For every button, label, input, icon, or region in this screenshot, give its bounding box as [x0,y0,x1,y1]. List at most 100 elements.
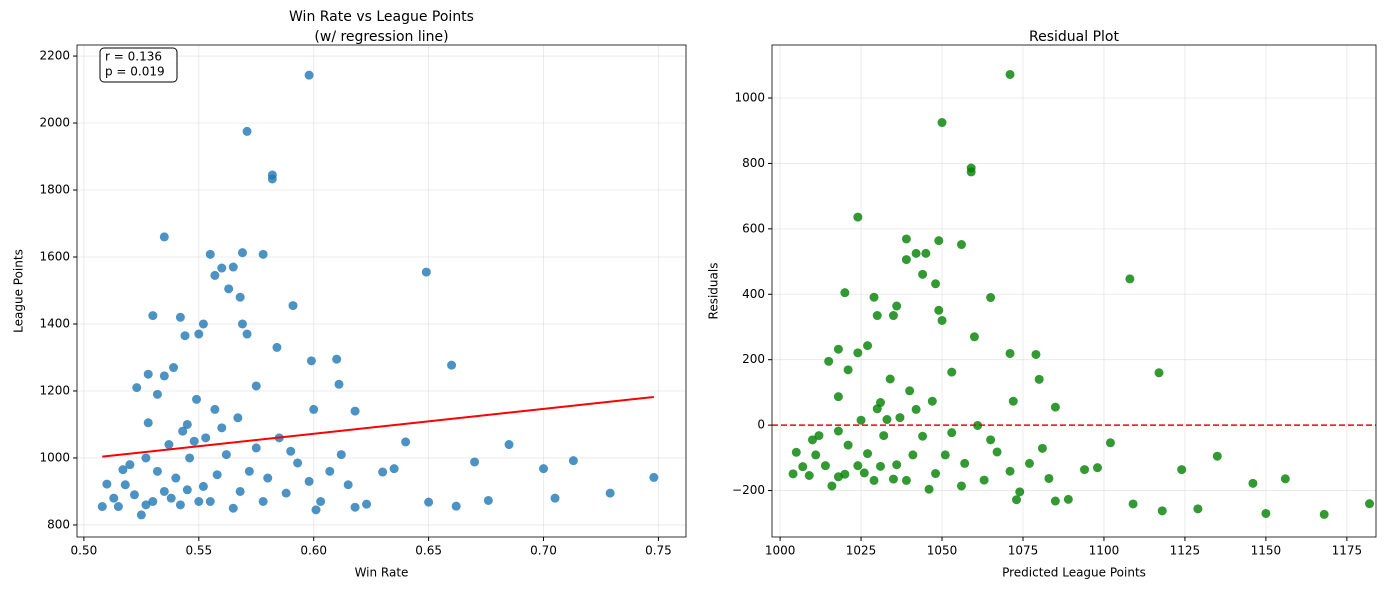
y-tick-label: 2200 [39,49,70,63]
point [132,383,142,393]
point [286,446,296,456]
axes-frame [771,44,1377,538]
point [1177,465,1187,475]
point [905,386,915,396]
point [217,423,227,433]
x-tick-label: 0.65 [415,544,442,558]
point [568,456,578,466]
x-tick-label: 0.75 [645,544,672,558]
annotation-box [99,47,178,83]
x-tick-label: 1025 [846,544,877,558]
point [901,234,911,244]
point [1024,458,1034,468]
y-tick-label: 1000 [39,450,70,464]
point [833,392,843,402]
axes-frame [76,44,687,538]
point [304,476,314,486]
point [947,367,957,377]
point [159,371,169,381]
point [182,419,192,429]
point [911,404,921,414]
panel: 1000 1025 1050 1075 1100 1125 1150 1175 −200 0 200… [707,29,1377,580]
point [424,497,434,507]
point [827,481,837,491]
point [921,248,931,258]
point [960,458,970,468]
point [143,369,153,379]
panel: 0.50 0.55 0.60 0.65 0.70 0.75 800 1000 1200 1400 1… [12,9,687,580]
point [811,450,821,460]
point [869,292,879,302]
point [125,460,135,470]
point [470,457,480,467]
point [853,461,863,471]
point [281,488,291,498]
point [1193,504,1203,514]
x-tick-label: 1050 [927,544,958,558]
point [309,404,319,414]
point [843,365,853,375]
point [888,311,898,321]
point [228,503,238,513]
point [814,431,824,441]
point [1105,438,1115,448]
point [986,293,996,303]
point [217,263,227,273]
y-tick-label: 200 [742,352,765,366]
point [931,279,941,289]
point [343,480,353,490]
point [242,329,252,339]
point [807,435,817,445]
x-tick-label: 1125 [1170,544,1201,558]
point [888,474,898,484]
point [1037,443,1047,453]
point [1125,274,1135,284]
point [148,311,158,321]
point [178,426,188,436]
point [228,262,238,272]
point [205,249,215,259]
point [350,502,360,512]
point [233,413,243,423]
point [879,431,889,441]
point [336,450,346,460]
point [263,473,273,483]
point [875,461,885,471]
point [934,305,944,315]
point [986,435,996,445]
point [901,255,911,265]
point [956,481,966,491]
point [1212,451,1222,461]
point [1050,496,1060,506]
point [1005,466,1015,476]
annotation: r = 0.136 [105,50,162,64]
point [210,404,220,414]
point [129,490,139,500]
point [159,232,169,242]
point [927,396,937,406]
point [1063,494,1073,504]
point [306,356,316,366]
x-tick-label: 1175 [1332,544,1363,558]
point [97,502,107,512]
point [316,496,326,506]
point [992,447,1002,457]
point [141,453,151,463]
chart-title: Residual Plot [1029,29,1119,45]
point [833,472,843,482]
point [237,319,247,329]
point [1034,374,1044,384]
x-tick-label: 0.70 [530,544,557,558]
point [401,437,411,447]
point [843,440,853,450]
point [180,331,190,341]
point [242,126,252,136]
y-tick-label: 1800 [39,183,70,197]
y-axis-label: League Points [12,249,26,333]
point [311,505,321,515]
x-axis-label: Predicted League Points [1002,566,1146,580]
point [956,240,966,250]
point [940,450,950,460]
point [853,212,863,222]
point [824,356,834,366]
